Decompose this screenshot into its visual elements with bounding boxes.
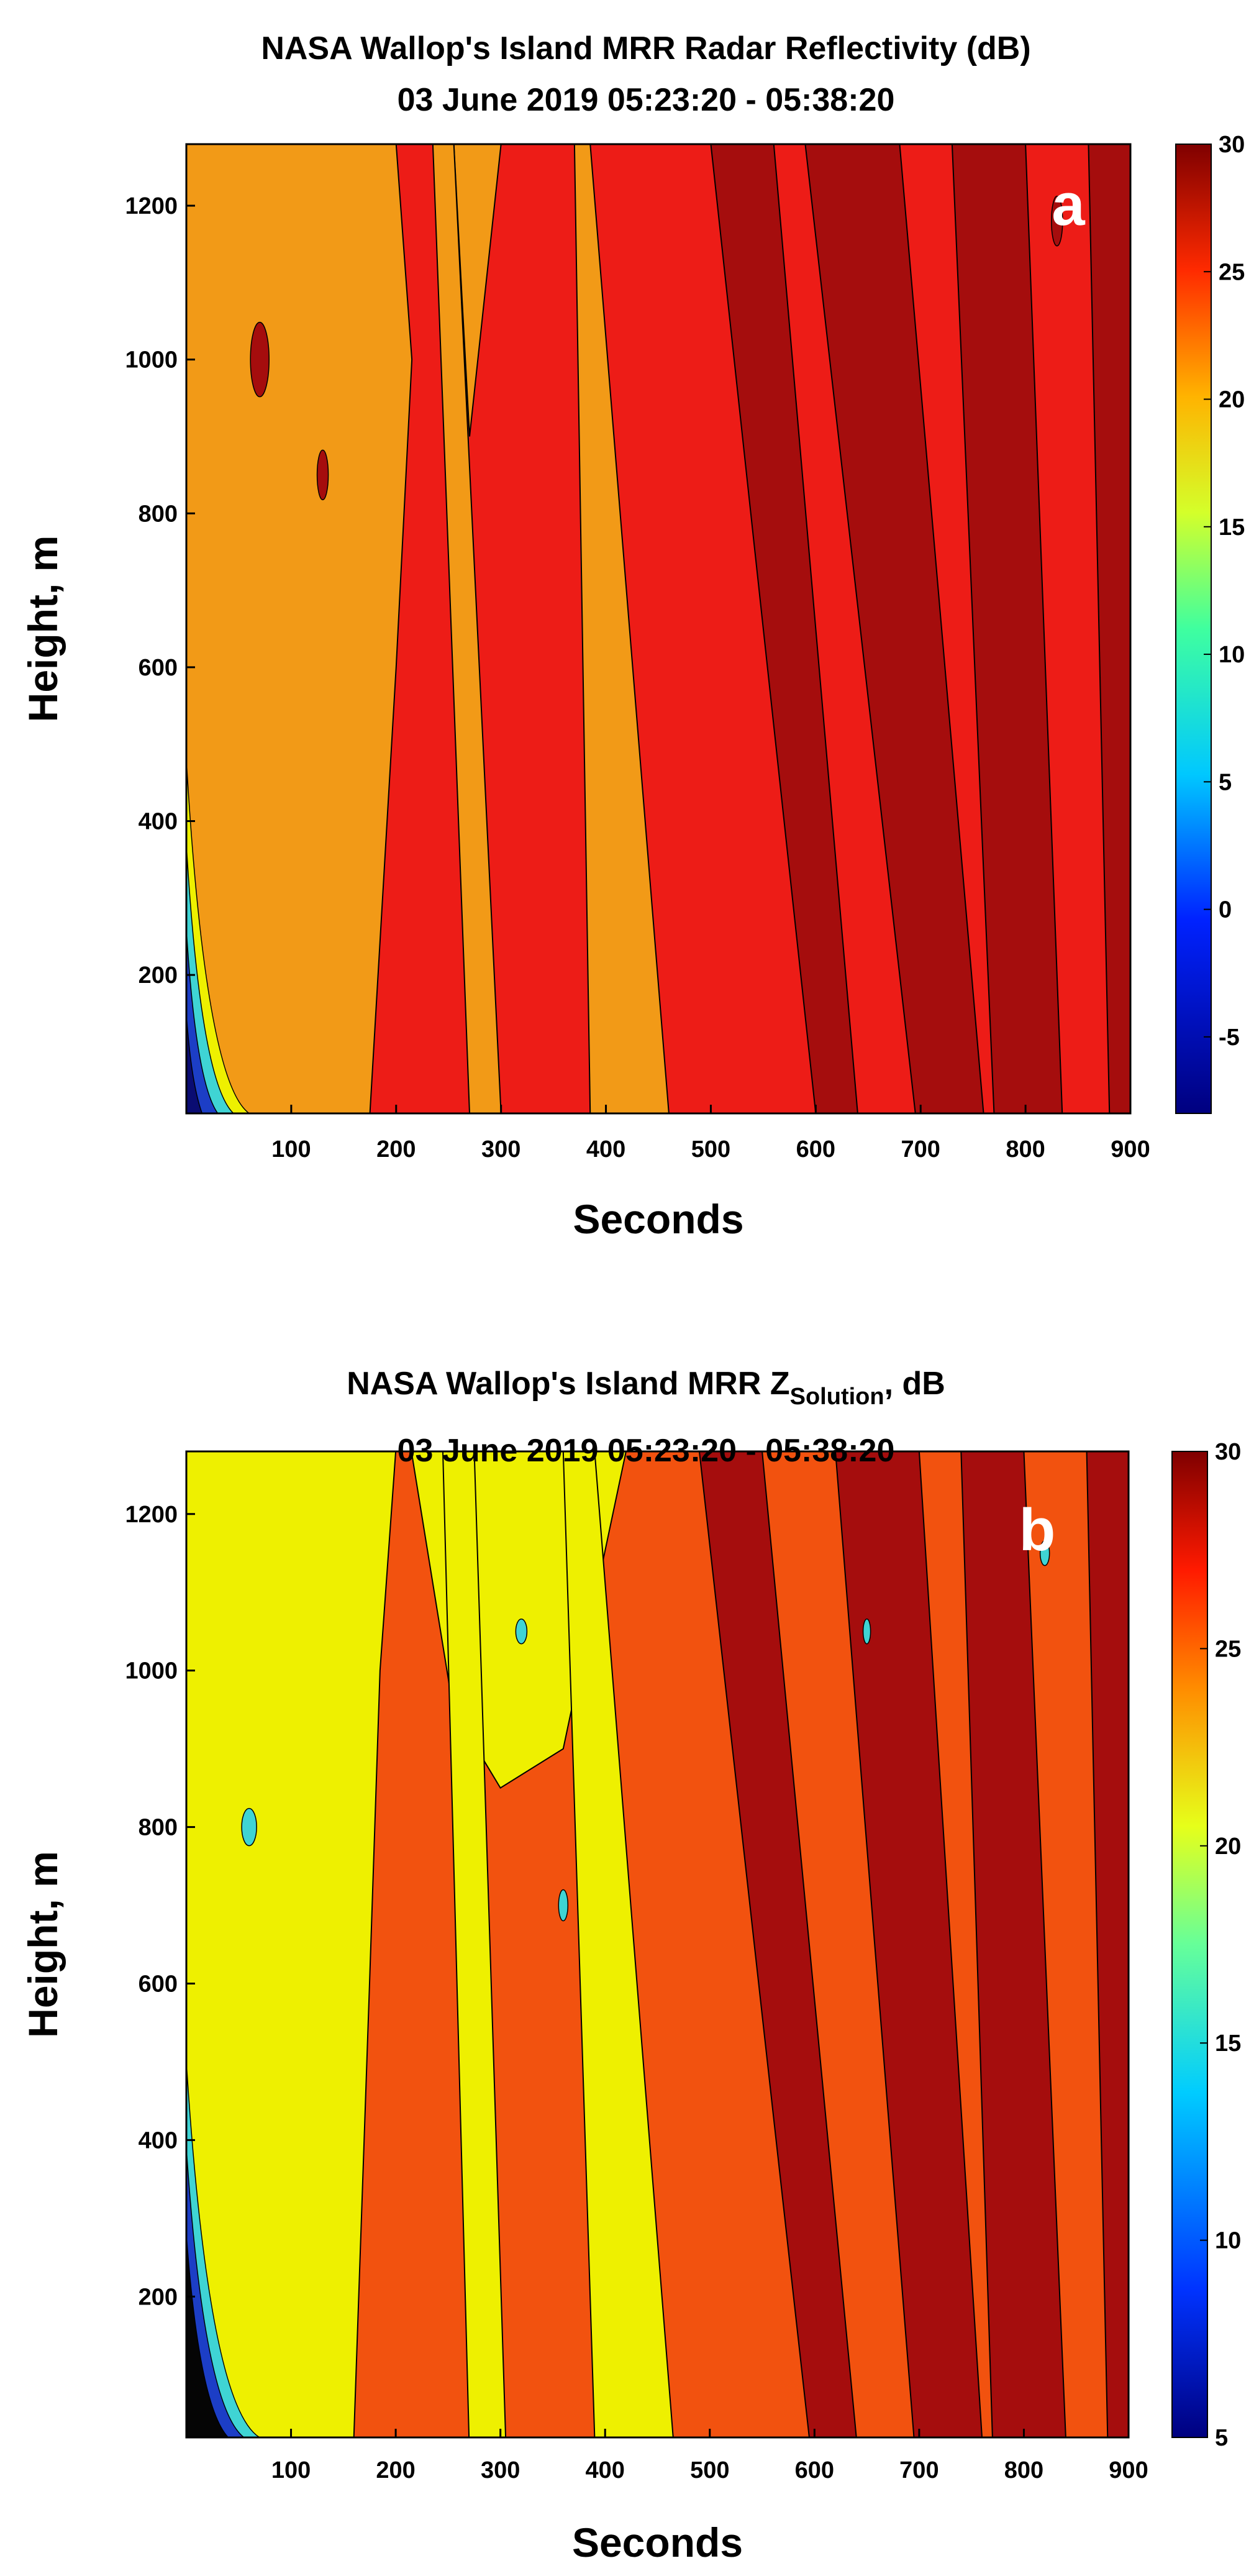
contour-band xyxy=(1088,144,1130,1113)
contour-speckle xyxy=(250,321,270,398)
colorbar-tick-label: 30 xyxy=(1215,1439,1241,1465)
colorbar-tick-label: 30 xyxy=(1219,132,1245,158)
contour-band xyxy=(835,1451,983,2437)
x-tick-label: 100 xyxy=(271,1136,311,1162)
x-tick-label: 200 xyxy=(376,2457,415,2483)
contour-band xyxy=(442,1451,507,2437)
colorbar-tick-label: 20 xyxy=(1215,1834,1241,1860)
x-tick-label: 700 xyxy=(899,2457,939,2483)
colorbar-tick-label: 25 xyxy=(1219,259,1245,285)
x-tick-label: 500 xyxy=(690,2457,729,2483)
contour-band xyxy=(432,144,502,1113)
chart-a-svg: 100 200 300 400 500 600 700 800 9002004006008001… xyxy=(20,30,1245,1242)
x-tick-label: 200 xyxy=(376,1136,416,1162)
x-tick-label: 900 xyxy=(1111,1136,1150,1162)
y-tick-label: 1200 xyxy=(125,1502,178,1528)
title-main: NASA Wallop's Island MRR Z xyxy=(347,1366,789,1402)
x-tick-label: 300 xyxy=(481,2457,520,2483)
x-tick-label: 900 xyxy=(1109,2457,1148,2483)
y-tick-label: 600 xyxy=(139,1971,178,1997)
y-tick-label: 400 xyxy=(139,809,178,835)
colorbar xyxy=(1175,144,1212,1114)
contour-speckle xyxy=(515,1618,528,1645)
x-tick-label: 600 xyxy=(796,1136,835,1162)
left-wide-band xyxy=(186,1451,397,2437)
x-tick-label: 800 xyxy=(1006,1136,1045,1162)
plot-frame xyxy=(185,1450,1130,2439)
contour-speckle xyxy=(316,449,329,501)
y-axis-label: Height, m xyxy=(20,1851,66,2038)
y-tick-label: 1200 xyxy=(125,193,178,219)
colorbar-tick-label: 5 xyxy=(1215,2425,1228,2451)
chart-subtitle: 03 June 2019 05:23:20 - 05:38:20 xyxy=(398,1433,895,1469)
x-axis-label: Seconds xyxy=(573,1196,743,1242)
colorbar-tick-label: 10 xyxy=(1219,642,1245,668)
left-wide-band xyxy=(186,144,413,1113)
contour-band xyxy=(960,1451,1066,2437)
contour-band xyxy=(562,1451,674,2437)
chart-subtitle: 03 June 2019 05:23:20 - 05:38:20 xyxy=(398,82,895,118)
x-tick-label: 800 xyxy=(1004,2457,1043,2483)
y-tick-label: 200 xyxy=(139,962,178,989)
plot-area xyxy=(186,144,1130,1113)
x-tick-label: 300 xyxy=(481,1136,520,1162)
low-corner-contour xyxy=(186,928,219,1113)
contour-band xyxy=(951,144,1063,1113)
colorbar-tick-label: 20 xyxy=(1219,387,1245,413)
y-axis-label: Height, m xyxy=(20,536,66,723)
x-tick-label: 400 xyxy=(586,1136,625,1162)
colorbar-tick-label: 10 xyxy=(1215,2228,1241,2254)
x-axis-label: Seconds xyxy=(572,2519,743,2565)
y-tick-label: 1000 xyxy=(125,347,178,373)
chart-panel-a: 100 200 300 400 500 600 700 800 900 200 400 600 800 1… xyxy=(0,0,1259,1280)
contour-band xyxy=(804,144,984,1113)
panel-label: a xyxy=(1052,171,1085,238)
contour-speckle xyxy=(1051,196,1063,247)
colorbar-tick-label: 15 xyxy=(1219,514,1245,541)
y-tick-label: 1000 xyxy=(125,1658,178,1684)
contour-band xyxy=(710,144,858,1113)
y-tick-label: 800 xyxy=(139,501,178,527)
panel-label: b xyxy=(1019,1497,1056,1563)
title-suffix: , dB xyxy=(884,1366,945,1402)
colorbar-tick-label: -5 xyxy=(1219,1025,1240,1051)
colorbar-tick-label: 0 xyxy=(1219,897,1232,923)
contour-band xyxy=(698,1451,857,2437)
y-tick-label: 800 xyxy=(139,1815,178,1841)
x-tick-label: 700 xyxy=(901,1136,940,1162)
x-tick-label: 500 xyxy=(691,1136,730,1162)
x-tick-label: 400 xyxy=(586,2457,625,2483)
colorbar xyxy=(1171,1451,1208,2438)
chart-title: NASA Wallop's Island MRR ZSolution, dB xyxy=(347,1366,945,1410)
chart-title: NASA Wallop's Island MRR Radar Reflectiv… xyxy=(261,30,1030,66)
contour-speckle xyxy=(862,1618,871,1645)
plot-frame xyxy=(185,143,1132,1115)
title-subscript: Solution xyxy=(790,1384,884,1410)
contour-speckle xyxy=(1039,1540,1050,1566)
colorbar-tick-label: 15 xyxy=(1215,2030,1241,2057)
y-tick-label: 200 xyxy=(139,2284,178,2310)
x-tick-label: 600 xyxy=(795,2457,834,2483)
x-tick-label: 100 xyxy=(271,2457,311,2483)
y-tick-label: 600 xyxy=(139,655,178,681)
y-tick-label: 400 xyxy=(139,2127,178,2154)
chart-b-svg: 100 200 300 400 500 600 700 800 900 200 400 600 800 1… xyxy=(20,1366,1241,2565)
colorbar-tick-label: 25 xyxy=(1215,1636,1241,1662)
contour-band xyxy=(1086,1451,1129,2437)
chart-panel-b: 100 200 300 400 500 600 700 800 900 200 400 600 800 1… xyxy=(0,1354,1259,2576)
low-corner-contour xyxy=(186,2234,229,2437)
colorbar-tick-label: 5 xyxy=(1219,769,1232,795)
contour-speckle xyxy=(241,1807,257,1847)
plot-area xyxy=(186,1451,1129,2437)
contour-band xyxy=(573,144,670,1113)
contour-speckle xyxy=(558,1889,569,1922)
